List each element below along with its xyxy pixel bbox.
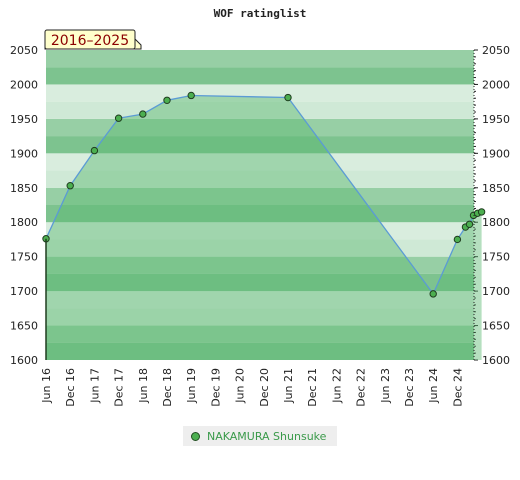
band <box>46 84 474 102</box>
y-tick-label-left: 1900 <box>10 147 38 160</box>
band <box>46 205 474 223</box>
band <box>46 136 474 154</box>
band <box>46 170 474 188</box>
x-tick-label: Jun 24 <box>427 368 440 404</box>
band <box>46 342 474 360</box>
y-tick-label-right: 1750 <box>482 251 510 264</box>
period-badge: 2016–2025 <box>44 29 142 50</box>
x-tick-label: Dec 20 <box>258 368 271 407</box>
data-point <box>114 114 123 122</box>
y-tick-label-left: 1600 <box>10 354 38 367</box>
band <box>46 308 474 326</box>
x-tick-label: Dec 18 <box>161 368 174 407</box>
y-tick-label-right: 1700 <box>482 285 510 298</box>
y-axis-right: 1600 1650 1700 1750 1800 1850 1900 1950 2000 2050 <box>474 44 510 367</box>
x-tick-label: Dec 23 <box>403 368 416 407</box>
data-point <box>90 146 99 155</box>
chart-title: WOF ratinglist <box>214 7 307 20</box>
data-point <box>477 208 486 216</box>
data-points <box>42 91 486 298</box>
band <box>46 153 474 171</box>
y-tick-label-right: 2050 <box>482 44 510 57</box>
x-tick-label: Dec 19 <box>209 368 222 407</box>
y-tick-label-right: 1600 <box>482 354 510 367</box>
period-label: 2016–2025 <box>51 33 129 49</box>
x-tick-label: Jun 17 <box>88 368 101 404</box>
data-point <box>139 110 147 118</box>
y-axis-left: 1600 1650 1700 1750 1800 1850 1900 1950 2000 2050 <box>10 44 38 367</box>
band <box>46 239 474 257</box>
y-tick-label-left: 1650 <box>10 320 38 333</box>
data-point <box>453 235 462 244</box>
x-tick-label: Dec 17 <box>113 368 126 407</box>
x-tick-label: Jun 18 <box>137 368 150 404</box>
y-tick-label-left: 1750 <box>10 251 38 264</box>
x-tick-label: Dec 22 <box>355 368 368 407</box>
y-tick-label-right: 1800 <box>482 216 510 229</box>
x-tick-label: Jun 20 <box>234 368 247 404</box>
data-point <box>429 290 437 298</box>
legend-series-name: NAKAMURA Shunsuke <box>207 429 327 443</box>
y-tick-label-left: 1800 <box>10 216 38 229</box>
y-tick-label-right: 2000 <box>482 78 510 91</box>
legend-marker-icon <box>191 431 200 441</box>
x-tick-label: Jun 16 <box>40 368 53 404</box>
legend: NAKAMURA Shunsuke <box>183 426 337 446</box>
y-tick-label-right: 1650 <box>482 320 510 333</box>
y-tick-label-right: 1950 <box>482 113 510 126</box>
data-point <box>66 182 74 190</box>
data-point <box>187 91 195 100</box>
x-tick-label: Jun 23 <box>379 368 392 404</box>
band <box>46 187 474 205</box>
band <box>46 222 474 240</box>
band <box>46 273 474 292</box>
background-bands <box>46 50 474 360</box>
x-tick-label: Dec 21 <box>306 368 319 407</box>
x-tick-label: Jun 19 <box>185 368 198 404</box>
band <box>46 256 474 274</box>
x-axis: Jun 16 Dec 16 Jun 17 Dec 17 Jun 18 Dec 18 Jun … <box>40 368 464 407</box>
rating-area <box>46 95 482 360</box>
band <box>46 118 474 137</box>
x-tick-label: Jun 22 <box>330 368 343 404</box>
x-tick-label: Dec 16 <box>64 368 77 407</box>
band <box>46 325 474 343</box>
data-point <box>465 220 474 228</box>
y-tick-label-left: 1700 <box>10 285 38 298</box>
band <box>46 67 474 85</box>
data-point <box>284 93 292 102</box>
y-tick-label-left: 2050 <box>10 44 38 57</box>
band <box>46 101 474 119</box>
y-tick-label-left: 1850 <box>10 182 38 195</box>
band <box>46 291 474 309</box>
y-tick-label-left: 1950 <box>10 113 38 126</box>
y-tick-label-right: 1900 <box>482 147 510 160</box>
data-point <box>163 96 171 104</box>
x-tick-label: Jun 21 <box>282 368 295 404</box>
y-tick-label-right: 1850 <box>482 182 510 195</box>
x-tick-label: Dec 24 <box>451 368 464 407</box>
y-tick-label-left: 2000 <box>10 78 38 91</box>
band <box>46 50 474 68</box>
